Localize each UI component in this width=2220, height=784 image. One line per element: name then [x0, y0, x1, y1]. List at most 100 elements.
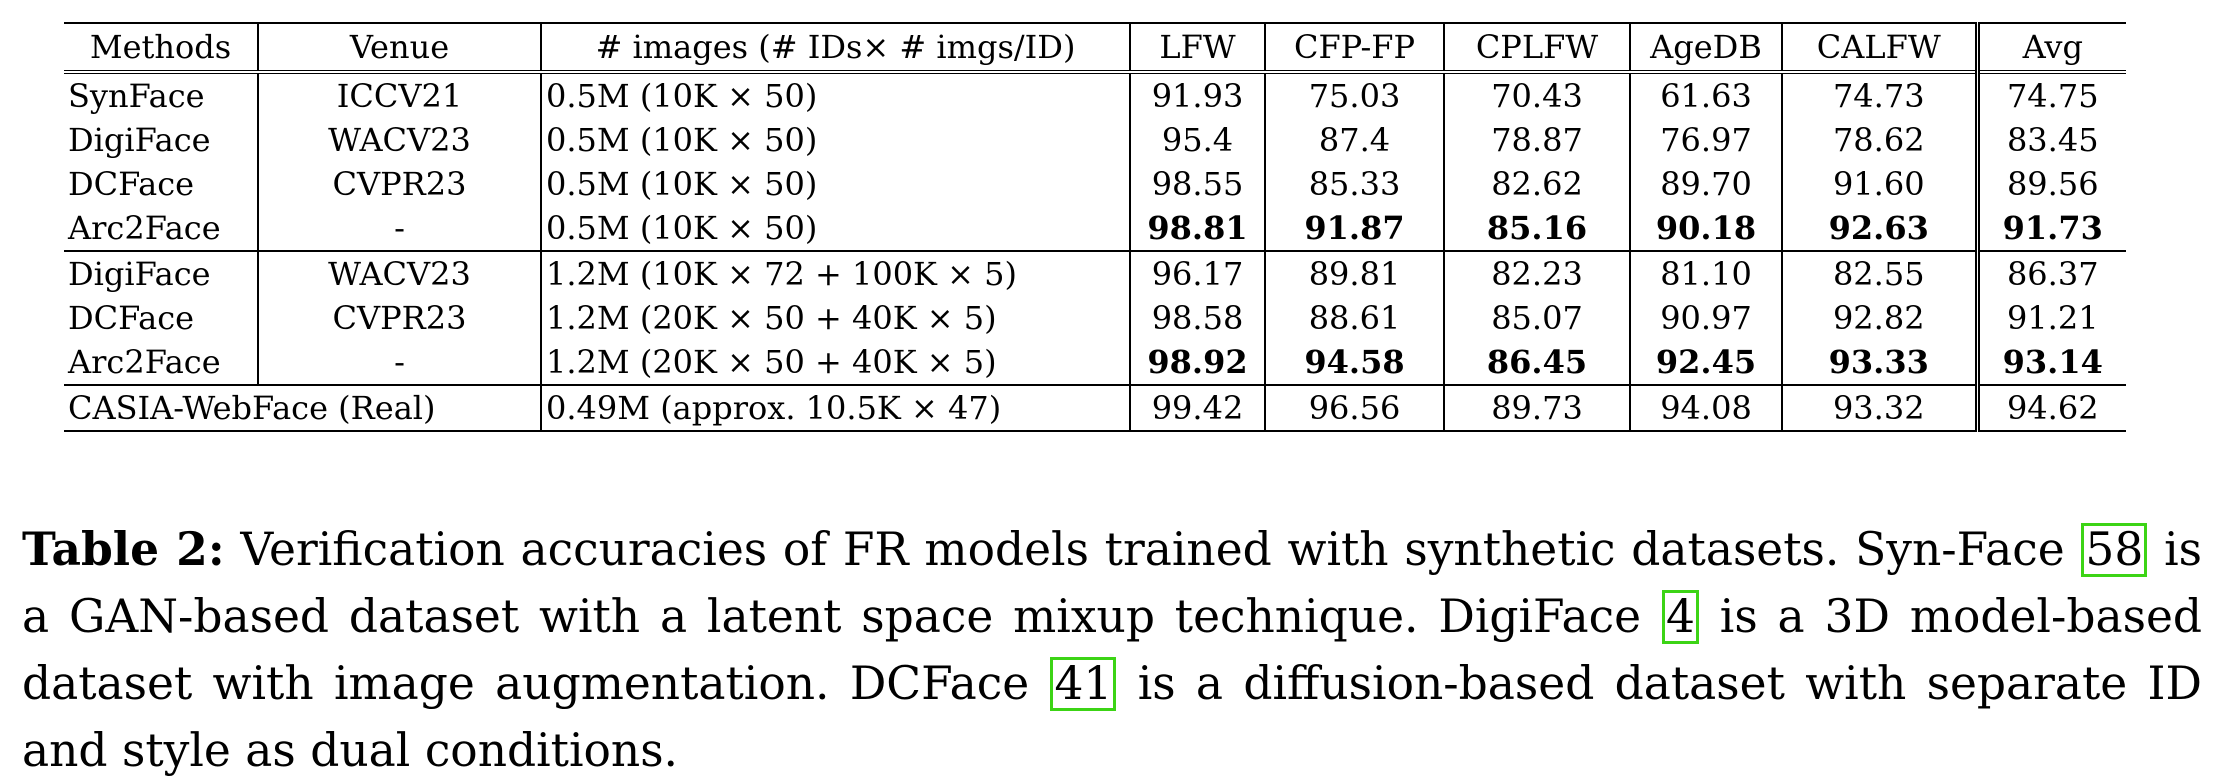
- caption-text: is a GAN-based dataset with a latent spa…: [22, 522, 2202, 643]
- cell-method: Arc2Face: [64, 206, 258, 252]
- header-agedb: AgeDB: [1629, 22, 1782, 74]
- cell-method: DigiFace: [68, 255, 211, 293]
- cell-avg: 94.62: [1974, 385, 2126, 432]
- cell-images: 0.5M (10K × 50): [540, 118, 1130, 162]
- table-row: DigiFace WACV23 1.2M (10K × 72 + 100K × …: [64, 251, 2126, 296]
- cell-cfp-fp: 89.81: [1264, 251, 1444, 296]
- cell-method: DCFace: [68, 299, 195, 337]
- table-row-real: CASIA-WebFace (Real) 0.49M (approx. 10.5…: [64, 385, 2126, 432]
- table-row: Arc2Face - 1.2M (20K × 50 + 40K × 5) 98.…: [64, 340, 2126, 386]
- cell-venue: ICCV21: [257, 72, 541, 118]
- cell-cplfw: 70.43: [1443, 72, 1630, 118]
- cell-cplfw: 82.23: [1443, 251, 1630, 296]
- header-cplfw: CPLFW: [1443, 22, 1630, 74]
- citation-link[interactable]: 41: [1050, 656, 1117, 711]
- header-methods: Methods: [64, 22, 258, 74]
- table-row: Arc2Face - 0.5M (10K × 50) 98.81 91.87 8…: [64, 206, 2126, 252]
- cell-lfw: 98.55: [1129, 162, 1265, 206]
- cell-lfw: 98.58: [1129, 296, 1265, 340]
- cell-cplfw: 86.45: [1443, 340, 1630, 386]
- paper-figure: Methods Venue # images (# IDs× # imgs/ID…: [22, 22, 2202, 777]
- cell-cplfw: 82.62: [1443, 162, 1630, 206]
- citation-link[interactable]: 58: [2081, 522, 2148, 577]
- cell-method: CASIA-WebFace (Real): [64, 385, 541, 432]
- table-row: DCFace CVPR23 1.2M (20K × 50 + 40K × 5) …: [64, 296, 2126, 340]
- cell-agedb: 94.08: [1629, 385, 1782, 432]
- cell-lfw: 99.42: [1129, 385, 1265, 432]
- cell-agedb: 90.18: [1629, 206, 1782, 252]
- citation-link[interactable]: 4: [1661, 589, 1699, 644]
- cell-avg: 89.56: [1974, 162, 2126, 206]
- cell-avg: 86.37: [1974, 251, 2126, 296]
- cell-lfw: 98.92: [1129, 340, 1265, 386]
- cell-calfw: 78.62: [1781, 118, 1977, 162]
- header-calfw: CALFW: [1781, 22, 1977, 74]
- cell-method: DigiFace: [68, 121, 211, 159]
- header-lfw: LFW: [1129, 22, 1265, 74]
- results-table: Methods Venue # images (# IDs× # imgs/ID…: [64, 22, 2126, 432]
- cell-avg: 93.14: [1974, 340, 2126, 386]
- cell-cfp-fp: 91.87: [1264, 206, 1444, 252]
- cell-lfw: 91.93: [1129, 72, 1265, 118]
- cell-calfw: 82.55: [1781, 251, 1977, 296]
- cell-cplfw: 89.73: [1443, 385, 1630, 432]
- cell-cfp-fp: 88.61: [1264, 296, 1444, 340]
- cell-cfp-fp: 75.03: [1264, 72, 1444, 118]
- table-caption: Table 2: Verification accuracies of FR m…: [22, 516, 2202, 784]
- cell-images: 0.5M (10K × 50): [540, 72, 1130, 118]
- cell-cfp-fp: 94.58: [1264, 340, 1444, 386]
- cell-cplfw: 78.87: [1443, 118, 1630, 162]
- table-row: DigiFace WACV23 0.5M (10K × 50) 95.4 87.…: [64, 118, 2126, 162]
- cell-avg: 83.45: [1974, 118, 2126, 162]
- cell-cfp-fp: 85.33: [1264, 162, 1444, 206]
- cell-calfw: 93.32: [1781, 385, 1977, 432]
- cell-avg: 91.21: [1974, 296, 2126, 340]
- cell-method: Arc2Face: [64, 340, 258, 386]
- cell-agedb: 92.45: [1629, 340, 1782, 386]
- table-row: SynFace ICCV21 0.5M (10K × 50) 91.93 75.…: [64, 72, 2126, 118]
- cell-calfw: 74.73: [1781, 72, 1977, 118]
- cell-venue: WACV23: [257, 118, 541, 162]
- cell-avg: 91.73: [1974, 206, 2126, 252]
- cell-agedb: 81.10: [1629, 251, 1782, 296]
- cell-cplfw: 85.16: [1443, 206, 1630, 252]
- cell-agedb: 76.97: [1629, 118, 1782, 162]
- header-images: # images (# IDs× # imgs/ID): [540, 22, 1130, 74]
- cell-agedb: 61.63: [1629, 72, 1782, 118]
- table-header-row: Methods Venue # images (# IDs× # imgs/ID…: [64, 22, 2126, 74]
- cell-agedb: 90.97: [1629, 296, 1782, 340]
- cell-lfw: 96.17: [1129, 251, 1265, 296]
- cell-venue: WACV23: [257, 251, 541, 296]
- header-avg: Avg: [1974, 22, 2126, 74]
- caption-text: is a diffusion-based dataset with separa…: [22, 656, 2202, 777]
- cell-lfw: 98.81: [1129, 206, 1265, 252]
- cell-method: SynFace: [68, 77, 205, 115]
- cell-lfw: 95.4: [1129, 118, 1265, 162]
- cell-agedb: 89.70: [1629, 162, 1782, 206]
- cell-avg: 74.75: [1974, 72, 2126, 118]
- cell-calfw: 92.63: [1781, 206, 1977, 252]
- cell-venue: CVPR23: [257, 296, 541, 340]
- cell-images: 1.2M (10K × 72 + 100K × 5): [540, 251, 1130, 296]
- cell-calfw: 91.60: [1781, 162, 1977, 206]
- cell-venue: CVPR23: [257, 162, 541, 206]
- cell-method: DCFace: [68, 165, 195, 203]
- cell-cplfw: 85.07: [1443, 296, 1630, 340]
- cell-venue: -: [257, 340, 541, 386]
- cell-images: 0.5M (10K × 50): [540, 162, 1130, 206]
- caption-text: is a 3D model-based dataset with image a…: [22, 589, 2202, 710]
- cell-calfw: 93.33: [1781, 340, 1977, 386]
- cell-images: 1.2M (20K × 50 + 40K × 5): [540, 340, 1130, 386]
- header-venue: Venue: [257, 22, 541, 74]
- caption-text: Verification accuracies of FR models tra…: [224, 522, 2081, 576]
- table-row: DCFace CVPR23 0.5M (10K × 50) 98.55 85.3…: [64, 162, 2126, 206]
- caption-label: Table 2:: [22, 521, 225, 576]
- cell-calfw: 92.82: [1781, 296, 1977, 340]
- cell-cfp-fp: 87.4: [1264, 118, 1444, 162]
- cell-images: 0.49M (approx. 10.5K × 47): [540, 385, 1130, 432]
- cell-cfp-fp: 96.56: [1264, 385, 1444, 432]
- cell-venue: -: [257, 206, 541, 252]
- cell-images: 1.2M (20K × 50 + 40K × 5): [540, 296, 1130, 340]
- header-cfp-fp: CFP-FP: [1264, 22, 1444, 74]
- cell-images: 0.5M (10K × 50): [540, 206, 1130, 252]
